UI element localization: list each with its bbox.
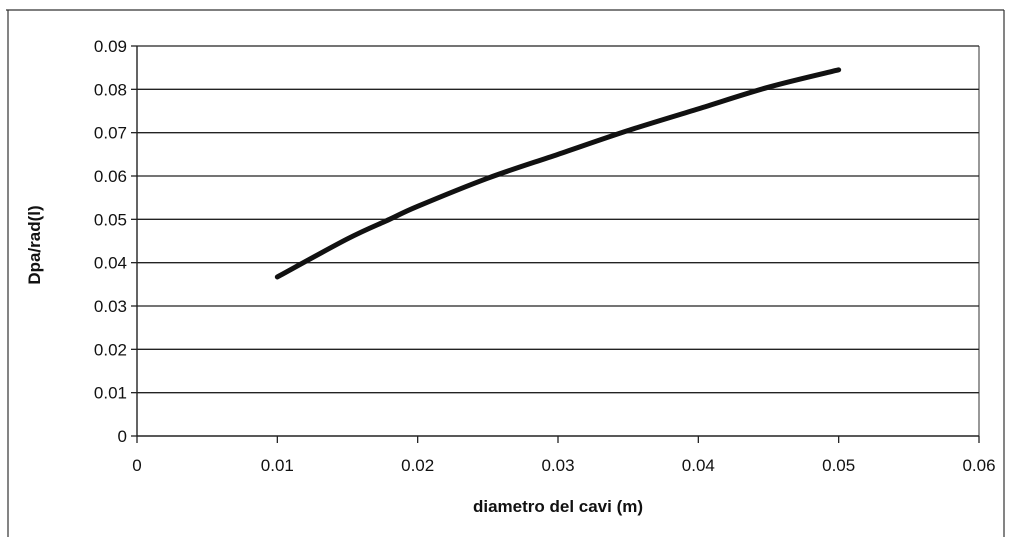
y-tick-label: 0.03	[94, 297, 127, 316]
y-tick-label: 0.06	[94, 167, 127, 186]
y-tick-label: 0.08	[94, 80, 127, 99]
y-tick-label: 0.05	[94, 210, 127, 229]
y-axis-title: Dpa/rad(l)	[25, 205, 44, 284]
x-tick-label: 0.03	[541, 456, 574, 475]
x-tick-label: 0.04	[682, 456, 715, 475]
y-tick-label: 0.07	[94, 124, 127, 143]
x-tick-label: 0.05	[822, 456, 855, 475]
x-tick-label: 0.02	[401, 456, 434, 475]
y-tick-label: 0	[118, 427, 127, 446]
x-tick-label: 0.01	[261, 456, 294, 475]
x-tick-label: 0.06	[962, 456, 995, 475]
y-tick-label: 0.04	[94, 254, 127, 273]
y-tick-label: 0.09	[94, 37, 127, 56]
x-axis-title: diametro del cavi (m)	[473, 497, 643, 516]
x-tick-label: 0	[132, 456, 141, 475]
series-line-0	[274, 67, 842, 280]
y-tick-label: 0.02	[94, 340, 127, 359]
y-tick-label: 0.01	[94, 384, 127, 403]
